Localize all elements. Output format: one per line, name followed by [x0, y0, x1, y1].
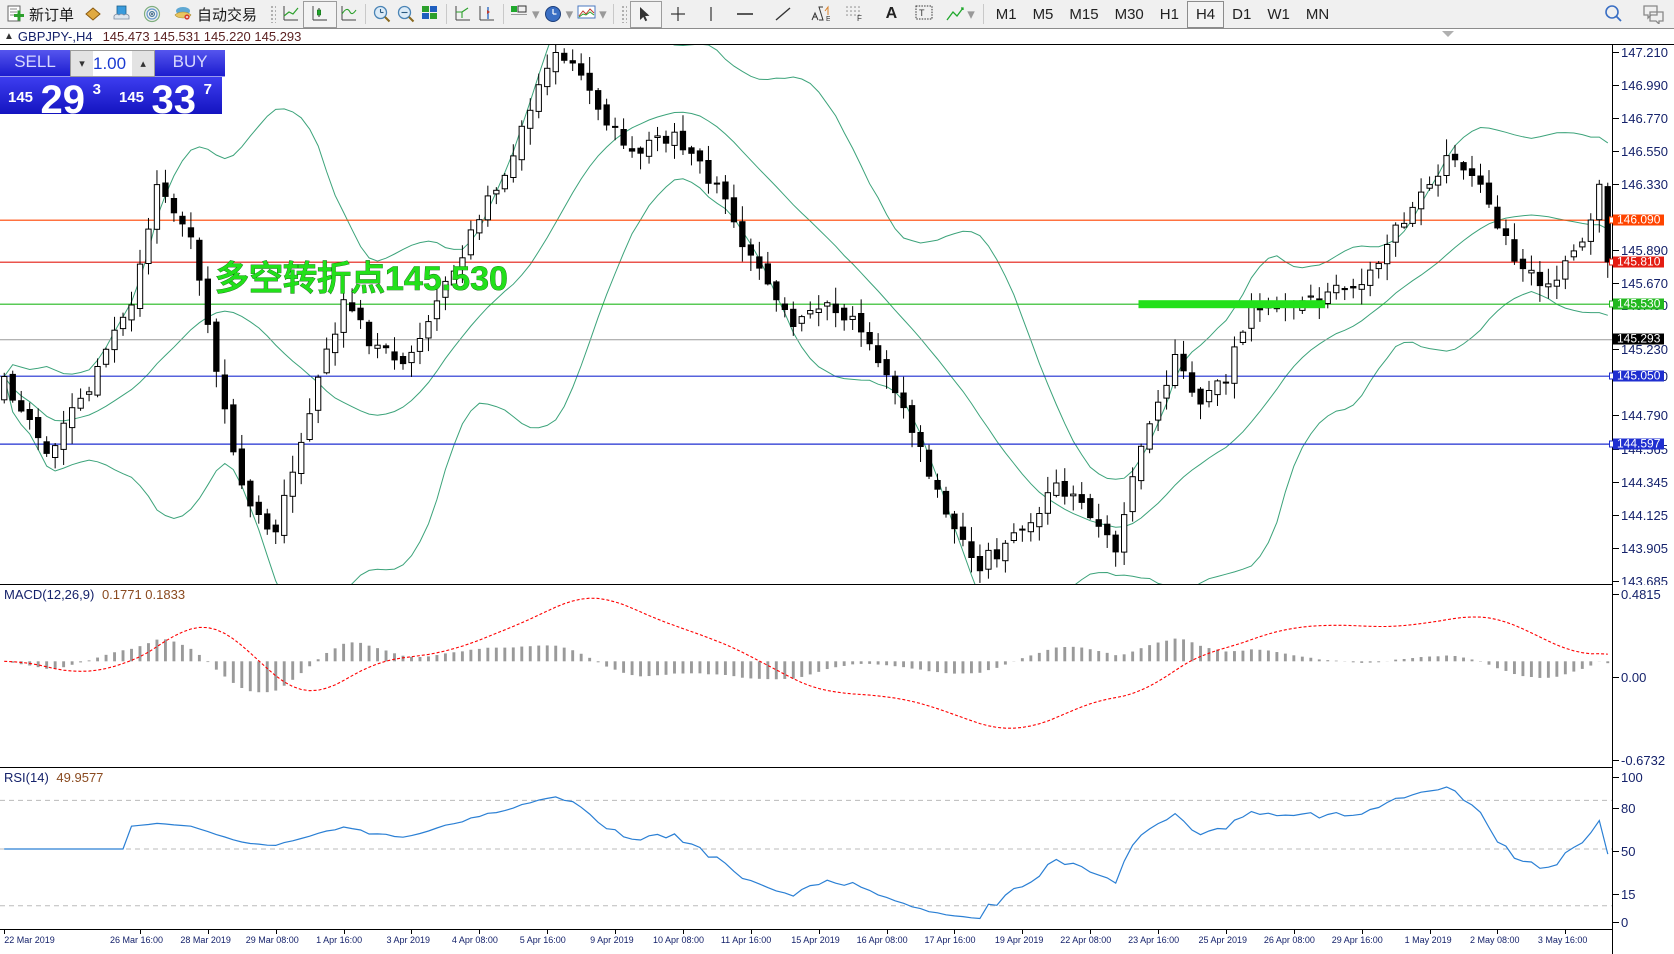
svg-text:T: T	[919, 8, 925, 18]
svg-text:E: E	[826, 16, 830, 23]
svg-text:多空转折点145.530: 多空转折点145.530	[215, 260, 508, 298]
svg-text:F: F	[857, 14, 862, 22]
